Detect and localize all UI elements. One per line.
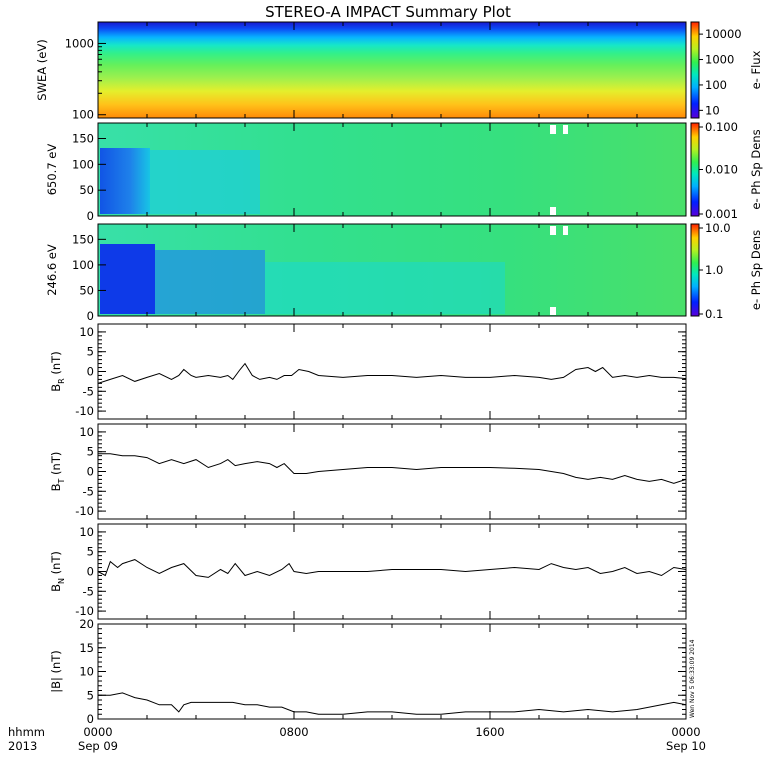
x-axis-row1-label: hhmm bbox=[8, 725, 45, 739]
pitch-ytick-label: 100 bbox=[72, 157, 94, 171]
field-series-line bbox=[97, 362, 687, 384]
field-series-line bbox=[98, 692, 687, 715]
field-ytick-label: 0 bbox=[87, 465, 94, 479]
pitch-650-data-gap-bottom bbox=[550, 207, 556, 215]
field-ytick-label: -5 bbox=[83, 584, 94, 598]
field-ytick-label: -5 bbox=[83, 384, 94, 398]
swea-energy-spectrogram bbox=[97, 21, 687, 119]
field-ytick-label: -10 bbox=[75, 504, 94, 518]
field-panel-frame bbox=[97, 623, 687, 720]
field-ytick-label: 20 bbox=[79, 617, 94, 631]
pitch-ytick-label: 50 bbox=[79, 183, 94, 197]
colorbar-pitch-label: e- Ph Sp Dens bbox=[749, 129, 763, 209]
pitch-650-transition-region bbox=[150, 150, 260, 214]
pitch-246-cyan-region bbox=[265, 262, 505, 314]
colorbar-pitch-tick-label: 0.100 bbox=[705, 120, 738, 134]
pitch-246-transition-region bbox=[155, 250, 265, 314]
pitch-ylabel: 650.7 eV bbox=[45, 144, 59, 196]
field-series-line bbox=[98, 453, 687, 484]
field-ytick-label: 10 bbox=[79, 425, 94, 439]
field-ytick-label: 5 bbox=[87, 445, 94, 459]
pitch-246-data-gap-bottom bbox=[550, 307, 556, 315]
colorbar-flux-tick-label: 10000 bbox=[705, 27, 742, 41]
colorbar-flux-scale bbox=[690, 21, 700, 119]
pitch-ytick-label: 150 bbox=[72, 232, 94, 246]
field-ytick-label: 0 bbox=[87, 565, 94, 579]
colorbar-pitch-tick-label: 0.001 bbox=[705, 207, 738, 221]
field-ylabel: |B| (nT) bbox=[49, 650, 63, 693]
pitch-246-data-gap-top-2 bbox=[563, 226, 568, 235]
colorbar-pitch-tick-label: 10.0 bbox=[705, 221, 731, 235]
colorbar-pitch-label: e- Ph Sp Dens bbox=[749, 230, 763, 310]
x-tick-hhmm-label: 0000 bbox=[83, 725, 112, 739]
pitch-ytick-label: 50 bbox=[79, 283, 94, 297]
x-tick-date-label: Sep 09 bbox=[78, 739, 118, 753]
timestamp-label: Wen Nov 5 06:33:09 2014 bbox=[689, 639, 696, 718]
colorbar-pitch-tick-label: 0.010 bbox=[705, 163, 738, 177]
colorbar-pitch-tick-label: 1.0 bbox=[705, 263, 723, 277]
colorbar-650 bbox=[690, 122, 700, 217]
colorbar-flux-label: e- Flux bbox=[749, 50, 763, 89]
pitch-ylabel: 246.6 eV bbox=[45, 244, 59, 296]
pitch-650-low-density-region bbox=[100, 148, 150, 214]
field-panel-frame bbox=[97, 523, 687, 620]
pitch-ytick-label: 100 bbox=[72, 258, 94, 272]
colorbar-flux-tick-label: 10 bbox=[705, 103, 720, 117]
field-ylabel: BN (nT) bbox=[49, 551, 66, 592]
field-ylabel: BR (nT) bbox=[49, 351, 66, 391]
pitch-246-spectrogram bbox=[97, 223, 687, 317]
field-ytick-label: -10 bbox=[75, 404, 94, 418]
x-tick-hhmm-label: 0800 bbox=[279, 725, 308, 739]
field-ytick-label: 10 bbox=[79, 325, 94, 339]
swea-spectrum-fill bbox=[98, 22, 686, 118]
pitch-246-data-gap-top bbox=[550, 226, 556, 235]
plot-title: STEREO-A IMPACT Summary Plot bbox=[265, 3, 511, 21]
x-tick-hhmm-label: 0000 bbox=[671, 725, 700, 739]
colorbar-flux-tick-label: 100 bbox=[705, 78, 727, 92]
field-ytick-label: 5 bbox=[87, 545, 94, 559]
swea-ylabel: SWEA (eV) bbox=[35, 39, 49, 100]
field-ytick-label: 15 bbox=[79, 641, 94, 655]
x-axis-row2-label: 2013 bbox=[8, 739, 37, 753]
field-ylabel: BT (nT) bbox=[49, 452, 66, 492]
field-ytick-label: 10 bbox=[79, 525, 94, 539]
pitch-ytick-label: 0 bbox=[87, 309, 94, 323]
pitch-650-spectrogram bbox=[97, 122, 687, 217]
colorbar-flux-tick-label: 1000 bbox=[705, 53, 734, 67]
colorbar-246-scale bbox=[690, 223, 700, 317]
pitch-ytick-label: 150 bbox=[72, 132, 94, 146]
field-ytick-label: 10 bbox=[79, 665, 94, 679]
pitch-ytick-label: 0 bbox=[87, 209, 94, 223]
colorbar-pitch-tick-label: 0.1 bbox=[705, 307, 723, 321]
pitch-650-data-gap-top-2 bbox=[563, 125, 568, 134]
pitch-246-low-density-region bbox=[100, 244, 155, 314]
swea-ytick-label: 100 bbox=[72, 108, 94, 122]
colorbar-650-scale bbox=[690, 122, 700, 217]
field-ytick-label: -10 bbox=[75, 604, 94, 618]
field-ytick-label: 5 bbox=[87, 688, 94, 702]
field-series-line bbox=[97, 559, 687, 578]
colorbar-flux bbox=[690, 21, 700, 119]
field-ytick-label: 5 bbox=[87, 345, 94, 359]
x-tick-hhmm-label: 1600 bbox=[475, 725, 504, 739]
swea-ytick-label: 1000 bbox=[65, 36, 94, 50]
field-ytick-label: -5 bbox=[83, 484, 94, 498]
field-ytick-label: 0 bbox=[87, 712, 94, 726]
x-tick-date-label: Sep 10 bbox=[666, 739, 706, 753]
field-ytick-label: 0 bbox=[87, 365, 94, 379]
colorbar-246 bbox=[690, 223, 700, 317]
pitch-650-data-gap-top bbox=[550, 125, 556, 134]
field-panel-frame bbox=[97, 423, 687, 520]
